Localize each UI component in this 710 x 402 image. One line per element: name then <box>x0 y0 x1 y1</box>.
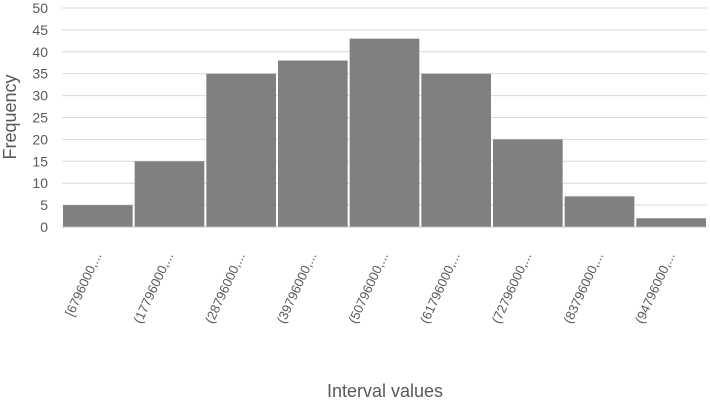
x-tick-label: (83796000,... <box>560 250 606 326</box>
y-tick-label: 10 <box>32 175 48 191</box>
x-tick-label: (72796000,... <box>489 250 535 326</box>
y-tick-labels: 0 5 10 15 20 25 30 35 40 45 50 <box>32 0 48 235</box>
bar <box>134 161 205 227</box>
bar <box>349 38 420 227</box>
x-tick-labels: [6796000,... (17796000,... (28796000,... (3… <box>62 250 678 326</box>
x-axis-title: Interval values <box>327 381 443 401</box>
x-tick-label: (61796000,... <box>417 250 463 326</box>
y-tick-label: 20 <box>32 131 48 147</box>
x-tick-label: (50796000,... <box>345 250 391 326</box>
bar <box>421 73 491 227</box>
y-tick-label: 25 <box>32 110 48 126</box>
y-tick-label: 0 <box>40 219 48 235</box>
x-tick-label: [6796000,... <box>62 250 105 319</box>
bar <box>493 139 563 227</box>
x-tick-label: (39796000,... <box>274 250 320 326</box>
bar <box>636 218 706 227</box>
bar-series <box>63 38 706 228</box>
bar <box>63 205 133 227</box>
y-tick-label: 30 <box>32 88 48 104</box>
x-tick-label: (28796000,... <box>202 250 248 326</box>
x-tick-label: (94796000,... <box>632 250 678 326</box>
y-tick-label: 5 <box>40 197 48 213</box>
bar <box>278 60 348 228</box>
y-tick-label: 45 <box>32 22 48 38</box>
y-axis-title: Frequency <box>0 74 20 159</box>
bar <box>564 196 635 227</box>
bar <box>206 73 276 227</box>
y-tick-label: 15 <box>32 153 48 169</box>
y-tick-label: 50 <box>32 0 48 16</box>
y-tick-label: 40 <box>32 44 48 60</box>
y-tick-label: 35 <box>32 66 48 82</box>
x-tick-label: (17796000,... <box>130 250 176 326</box>
